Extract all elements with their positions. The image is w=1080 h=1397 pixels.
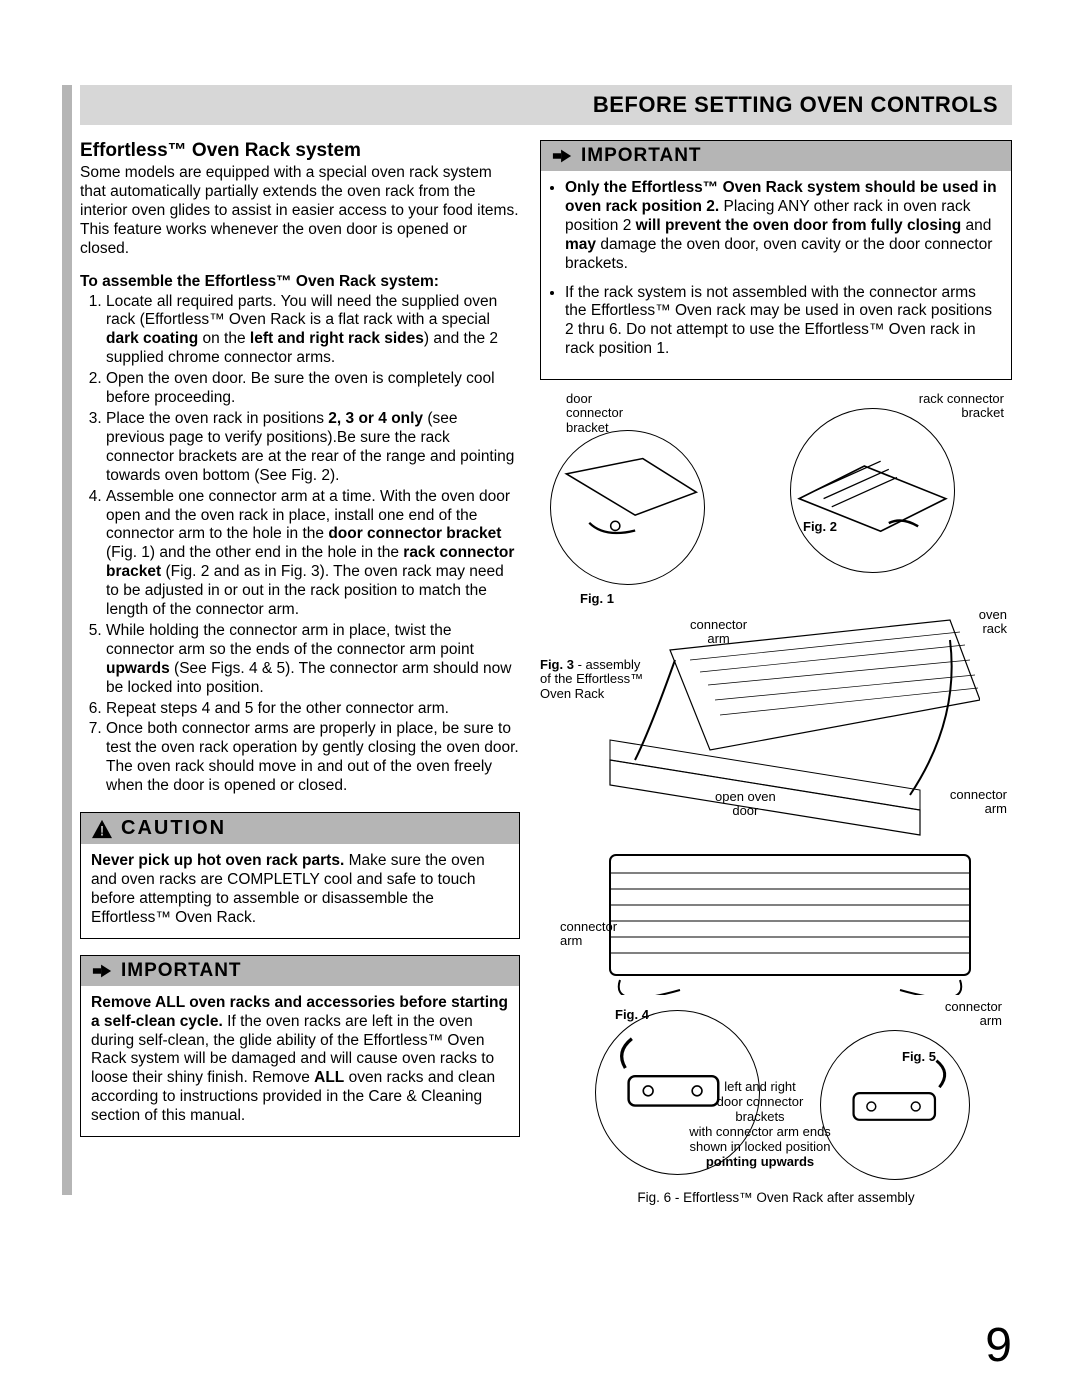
page-header-title: BEFORE SETTING OVEN CONTROLS <box>593 92 998 118</box>
important-right-label: IMPORTANT <box>581 145 702 167</box>
content-columns: Effortless™ Oven Rack system Some models… <box>80 140 1012 1190</box>
label-connector-arm-right: connectorarm <box>950 788 1007 817</box>
important-right-header: IMPORTANT <box>541 141 1011 171</box>
left-margin-bar <box>62 85 72 1195</box>
label-connector-arm-br: connectorarm <box>945 1000 1002 1029</box>
label-connector-arm-top: connectorarm <box>690 618 747 647</box>
diagram-area: doorconnectorbracket rack connectorbrack… <box>540 390 1012 1190</box>
caution-header: ! CAUTION <box>81 813 519 844</box>
warning-triangle-icon: ! <box>91 819 113 839</box>
important-left-label: IMPORTANT <box>121 960 242 982</box>
fig5-label: Fig. 5 <box>902 1050 936 1064</box>
section-title: Effortless™ Oven Rack system <box>80 140 520 162</box>
page: BEFORE SETTING OVEN CONTROLS Effortless™… <box>0 0 1080 1397</box>
label-door-connector-bracket: doorconnectorbracket <box>566 392 623 435</box>
caution-body: Never pick up hot oven rack parts. Make … <box>81 844 519 938</box>
header-band: BEFORE SETTING OVEN CONTROLS <box>80 85 1012 125</box>
label-locked-note: left and rightdoor connectorbracketswith… <box>675 1080 845 1170</box>
left-column: Effortless™ Oven Rack system Some models… <box>80 140 520 1190</box>
fig2-circle <box>790 408 955 573</box>
assembly-step: Once both connector arms are properly in… <box>106 720 520 796</box>
important-bullet: If the rack system is not assembled with… <box>565 284 1001 360</box>
assemble-heading: To assemble the Effortless™ Oven Rack sy… <box>80 273 520 291</box>
caution-label: CAUTION <box>121 817 226 840</box>
assembly-step: Open the oven door. Be sure the oven is … <box>106 370 520 408</box>
fig3-drawing <box>580 610 980 840</box>
assembly-step: Place the oven rack in positions 2, 3 or… <box>106 410 520 486</box>
assembly-step: Locate all required parts. You will need… <box>106 293 520 369</box>
important-left-header: IMPORTANT <box>81 956 519 986</box>
fig1-circle <box>550 430 705 585</box>
important-left-body: Remove ALL oven racks and accessories be… <box>81 986 519 1136</box>
fig6-caption: Fig. 6 - Effortless™ Oven Rack after ass… <box>540 1190 1012 1205</box>
label-oven-rack: ovenrack <box>979 608 1007 637</box>
fig1-label: Fig. 1 <box>580 592 614 606</box>
important-bullet: Only the Effortless™ Oven Rack system sh… <box>565 179 1001 274</box>
label-open-oven-door: open ovendoor <box>715 790 776 819</box>
important-left-callout: IMPORTANT Remove ALL oven racks and acce… <box>80 955 520 1137</box>
important-right-bullets: Only the Effortless™ Oven Rack system sh… <box>541 171 1011 379</box>
fig2-label: Fig. 2 <box>803 520 837 534</box>
intro-paragraph: Some models are equipped with a special … <box>80 164 520 259</box>
caution-callout: ! CAUTION Never pick up hot oven rack pa… <box>80 812 520 939</box>
assembly-step: Repeat steps 4 and 5 for the other conne… <box>106 700 520 719</box>
assembly-step: While holding the connector arm in place… <box>106 622 520 698</box>
important-right-callout: IMPORTANT Only the Effortless™ Oven Rack… <box>540 140 1012 380</box>
svg-text:!: ! <box>100 823 105 838</box>
right-column: IMPORTANT Only the Effortless™ Oven Rack… <box>540 140 1012 1190</box>
fig6-drawing <box>600 845 980 995</box>
arrow-right-icon <box>91 961 113 981</box>
assembly-step: Assemble one connector arm at a time. Wi… <box>106 488 520 620</box>
label-connector-arm-left: connectorarm <box>560 920 617 949</box>
assembly-steps: Locate all required parts. You will need… <box>80 293 520 797</box>
fig4-label: Fig. 4 <box>615 1008 649 1022</box>
page-number: 9 <box>985 1318 1012 1373</box>
arrow-right-icon <box>551 146 573 166</box>
